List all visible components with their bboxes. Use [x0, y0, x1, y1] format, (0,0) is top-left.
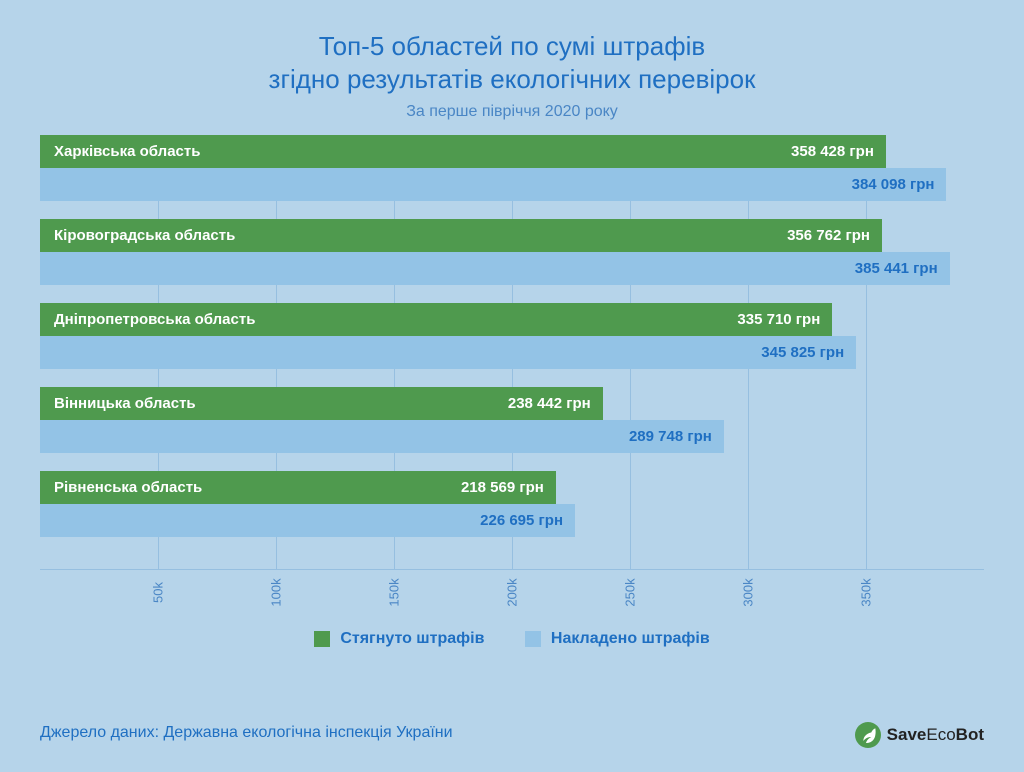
category-label: Харківська область	[54, 143, 791, 160]
bar-imposed: 345 825 грн	[40, 336, 856, 369]
bar-value-collected: 335 710 грн	[737, 311, 820, 328]
bar-value-collected: 356 762 грн	[787, 227, 870, 244]
brand-text: SaveEcoBot	[887, 725, 984, 745]
bar-value-imposed: 385 441 грн	[855, 252, 938, 285]
x-tick-label: 200k	[505, 578, 520, 606]
bar-collected: Вінницька область238 442 грн	[40, 387, 603, 420]
legend-item-green: Стягнуто штрафів	[314, 630, 484, 648]
bar-group: Харківська область358 428 грн384 098 грн	[40, 135, 984, 211]
legend-swatch-blue	[525, 631, 541, 647]
category-label: Вінницька область	[54, 395, 508, 412]
legend: Стягнуто штрафів Накладено штрафів	[0, 630, 1024, 652]
chart-canvas: Топ-5 областей по сумі штрафів згідно ре…	[0, 0, 1024, 772]
x-tick-label: 100k	[269, 578, 284, 606]
legend-label-green: Стягнуто штрафів	[340, 630, 484, 648]
bar-group: Рівненська область218 569 грн226 695 грн	[40, 471, 984, 547]
category-label: Дніпропетровська область	[54, 311, 737, 328]
x-tick-label: 350k	[859, 578, 874, 606]
bar-collected: Рівненська область218 569 грн	[40, 471, 556, 504]
bar-collected: Кіровоградська область356 762 грн	[40, 219, 882, 252]
x-tick-label: 250k	[623, 578, 638, 606]
chart-title-line2: згідно результатів екологічних перевірок	[40, 63, 984, 96]
bar-group: Дніпропетровська область335 710 грн345 8…	[40, 303, 984, 379]
bar-value-imposed: 289 748 грн	[629, 420, 712, 453]
bar-group: Вінницька область238 442 грн 289 748 грн	[40, 387, 984, 463]
x-tick-label: 300k	[741, 578, 756, 606]
chart-plot-area: 50k100k150k200k250k300k350kХарківська об…	[40, 135, 984, 595]
bar-collected: Дніпропетровська область335 710 грн	[40, 303, 832, 336]
bar-value-collected: 358 428 грн	[791, 143, 874, 160]
legend-item-blue: Накладено штрафів	[525, 630, 710, 648]
bar-value-imposed: 384 098 грн	[852, 168, 935, 201]
category-label: Рівненська область	[54, 479, 461, 496]
bar-value-imposed: 345 825 грн	[761, 336, 844, 369]
bar-collected: Харківська область358 428 грн	[40, 135, 886, 168]
chart-subtitle: За перше півріччя 2020 року	[40, 103, 984, 121]
data-source: Джерело даних: Державна екологічна інспе…	[40, 724, 453, 742]
bar-imposed: 226 695 грн	[40, 504, 575, 537]
x-tick-label: 50k	[151, 582, 166, 603]
brand-logo: SaveEcoBot	[855, 722, 984, 748]
bar-imposed: 384 098 грн	[40, 168, 946, 201]
chart-title-line1: Топ-5 областей по сумі штрафів	[40, 30, 984, 63]
bar-imposed: 289 748 грн	[40, 420, 724, 453]
bar-group: Кіровоградська область356 762 грн385 441…	[40, 219, 984, 295]
x-tick-label: 150k	[387, 578, 402, 606]
title-block: Топ-5 областей по сумі штрафів згідно ре…	[40, 30, 984, 121]
leaf-icon	[855, 722, 881, 748]
bar-imposed: 385 441 грн	[40, 252, 950, 285]
legend-label-blue: Накладено штрафів	[551, 630, 710, 648]
bar-value-imposed: 226 695 грн	[480, 504, 563, 537]
category-label: Кіровоградська область	[54, 227, 787, 244]
bar-value-collected: 238 442 грн	[508, 395, 591, 412]
bar-value-collected: 218 569 грн	[461, 479, 544, 496]
legend-swatch-green	[314, 631, 330, 647]
